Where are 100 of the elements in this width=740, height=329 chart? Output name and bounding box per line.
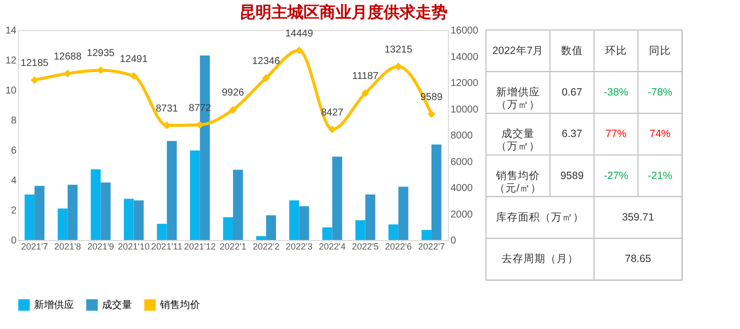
bar xyxy=(422,230,432,240)
bar xyxy=(100,182,111,240)
text: 成交量（万㎡） xyxy=(496,127,540,153)
text: -21% xyxy=(648,170,672,182)
bar xyxy=(34,186,44,240)
data-label: 11187 xyxy=(352,71,379,82)
point xyxy=(130,72,138,80)
data-label: 12185 xyxy=(20,58,49,70)
point xyxy=(229,106,237,114)
bar xyxy=(355,220,366,240)
data-label: 9926 xyxy=(222,88,245,99)
data-label: 12688 xyxy=(54,51,82,62)
x-tick-label: 2021'12 xyxy=(184,242,216,252)
bar xyxy=(166,141,177,240)
legend-label: 新增供应 xyxy=(34,299,74,311)
bar xyxy=(299,206,310,240)
y-tick-label: 14 xyxy=(5,26,17,36)
data-label: 8731 xyxy=(156,103,178,114)
bar xyxy=(289,200,300,240)
bar xyxy=(223,217,233,240)
text: -78% xyxy=(648,86,672,98)
bar xyxy=(332,156,342,240)
x-tick-label: 2022'6 xyxy=(385,242,412,252)
text: 359.71 xyxy=(622,212,654,224)
chart-title: 昆明主城区商业月度供求走势 xyxy=(240,2,448,22)
x-tick-label: 2022'5 xyxy=(352,242,379,252)
x-tick-label: 2022'3 xyxy=(286,242,313,252)
y-tick-label: 10 xyxy=(5,86,17,96)
bar xyxy=(322,227,332,240)
text: 同比 xyxy=(649,44,671,57)
y2-tick-label: 4000 xyxy=(450,183,474,194)
text: 9589 xyxy=(560,170,584,182)
bar xyxy=(24,194,35,240)
bar xyxy=(256,236,266,240)
y2-tick-label: 16000 xyxy=(450,26,479,36)
point xyxy=(295,46,304,54)
bar xyxy=(266,215,276,240)
y2-tick-label: 14000 xyxy=(450,52,479,63)
point xyxy=(262,74,270,82)
bar xyxy=(68,184,78,240)
text: 78.65 xyxy=(624,253,652,266)
bar xyxy=(190,150,200,240)
x-tick-label: 2021'8 xyxy=(54,242,81,252)
point xyxy=(196,120,204,129)
text: 新增供应（万㎡） xyxy=(496,86,540,111)
data-label: 12346 xyxy=(252,56,280,67)
text: -27% xyxy=(604,170,628,182)
y2-tick-label: 0 xyxy=(450,236,456,246)
x-tick-label: 2022'7 xyxy=(418,242,445,252)
text: 77% xyxy=(605,128,627,140)
x-tick-label: 2021'10 xyxy=(118,242,150,252)
text: 去存周期（月） xyxy=(502,252,578,266)
text: 数值 xyxy=(561,44,583,57)
text: 6.37 xyxy=(562,128,582,140)
x-tick-label: 2021'11 xyxy=(151,242,182,252)
point xyxy=(328,126,336,134)
bar xyxy=(90,169,101,240)
bar xyxy=(134,200,144,240)
bar xyxy=(233,170,243,240)
bar xyxy=(124,198,134,240)
y-tick-label: 0 xyxy=(10,236,17,246)
y2-tick-label: 8000 xyxy=(450,130,474,142)
y-tick-label: 8 xyxy=(10,116,17,126)
point xyxy=(428,110,436,118)
point xyxy=(361,89,370,98)
bar xyxy=(365,194,376,240)
point xyxy=(30,76,38,84)
x-tick-label: 2022'1 xyxy=(220,242,246,252)
y2-tick-label: 2000 xyxy=(450,209,474,220)
y-tick-label: 6 xyxy=(10,146,17,156)
bar xyxy=(398,186,408,240)
bar xyxy=(431,144,442,240)
y2-tick-label: 10000 xyxy=(450,104,479,116)
bar xyxy=(156,224,167,240)
text: 库存面积（万㎡） xyxy=(496,210,584,224)
data-label: 14449 xyxy=(285,28,314,40)
data-label: 12491 xyxy=(120,54,148,66)
point xyxy=(394,62,402,70)
text: 环比 xyxy=(605,44,627,57)
y2-tick-label: 6000 xyxy=(450,156,474,168)
text: -38% xyxy=(604,86,628,98)
bar xyxy=(58,208,68,240)
data-label: 13215 xyxy=(384,44,413,56)
x-tick-label: 2022'2 xyxy=(252,242,280,252)
text: 销售均价（元/㎡） xyxy=(494,170,542,194)
y2-tick-label: 12000 xyxy=(450,78,479,89)
text: 0.67 xyxy=(562,86,582,98)
text: 2022年7月 xyxy=(492,44,544,57)
y-tick-label: 2 xyxy=(10,206,17,216)
text: 74% xyxy=(649,128,671,140)
y-tick-label: 4 xyxy=(10,176,17,186)
legend-label: 成交量 xyxy=(102,299,132,311)
point xyxy=(64,70,72,78)
data-label: 12935 xyxy=(86,48,116,60)
bar xyxy=(388,224,398,240)
x-tick-label: 2021'9 xyxy=(87,242,114,252)
legend-label: 销售均价 xyxy=(159,299,200,311)
x-tick-label: 2022'4 xyxy=(318,242,346,252)
x-tick-label: 2021'7 xyxy=(21,242,48,252)
y-tick-label: 12 xyxy=(5,56,17,66)
